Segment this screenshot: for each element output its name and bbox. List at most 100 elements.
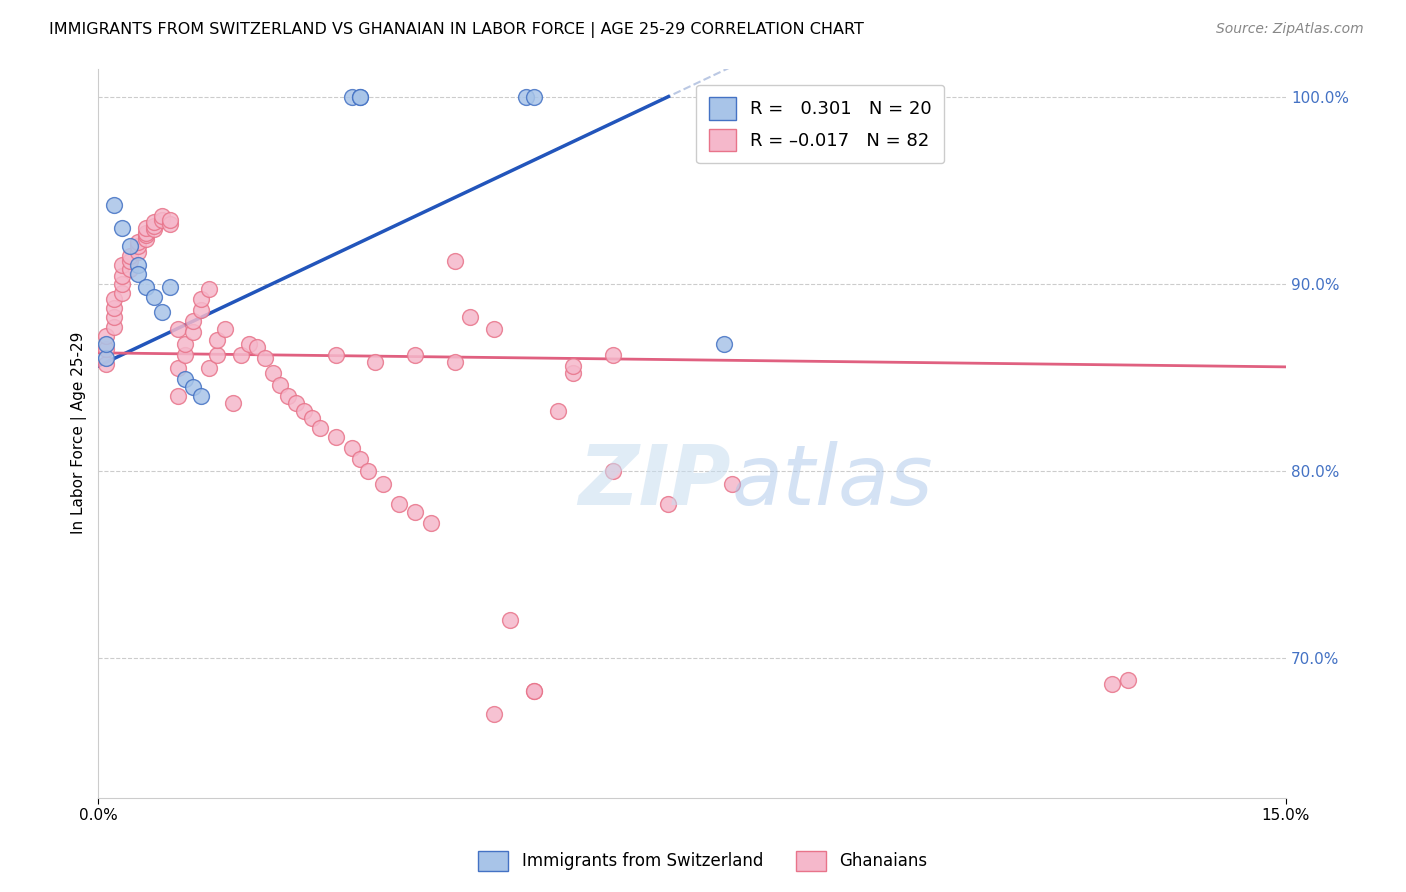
Point (356, 464, 378, 478)
Point (142, 290, 165, 304)
Point (301, 411, 323, 425)
Point (150, 213, 173, 227)
Point (309, 420, 332, 434)
Point (515, 89, 537, 103)
Point (419, 516, 441, 530)
Point (111, 285, 134, 300)
Point (484, 321, 506, 335)
Point (364, 355, 387, 369)
Point (277, 389, 299, 403)
Point (111, 269, 134, 284)
Point (174, 348, 197, 362)
Point (657, 497, 679, 511)
Point (562, 367, 585, 381)
Point (150, 209, 173, 223)
Point (484, 706, 506, 721)
Point (159, 217, 181, 231)
Point (135, 280, 157, 294)
Point (166, 360, 188, 375)
Point (190, 292, 212, 306)
Y-axis label: In Labor Force | Age 25-29: In Labor Force | Age 25-29 (72, 332, 87, 534)
Point (118, 261, 141, 276)
Point (214, 321, 236, 335)
Point (111, 258, 134, 272)
Point (222, 396, 245, 410)
Point (523, 684, 546, 698)
Point (135, 227, 157, 242)
Point (443, 254, 465, 268)
Point (103, 198, 125, 212)
Point (96, 336, 118, 351)
Point (135, 220, 157, 235)
Point (499, 613, 522, 627)
Point (1116, 673, 1139, 688)
Point (183, 379, 205, 393)
Point (198, 282, 221, 296)
Point (118, 249, 141, 263)
Point (127, 258, 149, 272)
Point (96, 351, 118, 366)
Legend: R =   0.301   N = 20, R = –0.017   N = 82: R = 0.301 N = 20, R = –0.017 N = 82 (696, 85, 945, 163)
Point (547, 404, 569, 418)
Point (142, 222, 165, 236)
Point (205, 333, 228, 347)
Point (262, 367, 284, 381)
Point (135, 226, 157, 240)
Point (460, 310, 482, 325)
Point (127, 239, 149, 253)
Point (523, 89, 546, 103)
Point (269, 377, 291, 392)
Point (127, 235, 149, 250)
Point (135, 232, 157, 246)
Point (373, 476, 395, 491)
Text: IMMIGRANTS FROM SWITZERLAND VS GHANAIAN IN LABOR FORCE | AGE 25-29 CORRELATION C: IMMIGRANTS FROM SWITZERLAND VS GHANAIAN … (49, 22, 865, 38)
Point (388, 497, 411, 511)
Point (166, 321, 188, 335)
Point (127, 267, 149, 281)
Point (190, 302, 212, 317)
Point (166, 389, 188, 403)
Point (325, 348, 347, 362)
Text: atlas: atlas (731, 442, 932, 522)
Point (118, 239, 141, 253)
Point (96, 342, 118, 356)
Point (602, 348, 624, 362)
Point (602, 464, 624, 478)
Point (340, 442, 363, 456)
Point (174, 336, 197, 351)
Point (103, 292, 125, 306)
Point (150, 304, 173, 318)
Point (190, 389, 212, 403)
Point (103, 301, 125, 315)
Point (720, 476, 742, 491)
Point (443, 355, 465, 369)
Point (183, 314, 205, 328)
Point (1101, 677, 1123, 691)
Point (229, 348, 252, 362)
Point (159, 213, 181, 227)
Point (96, 357, 118, 371)
Point (325, 430, 347, 444)
Point (111, 220, 134, 235)
Point (183, 326, 205, 340)
Point (349, 89, 371, 103)
Point (142, 219, 165, 233)
Point (349, 89, 371, 103)
Point (103, 310, 125, 325)
Point (96, 329, 118, 343)
Point (246, 340, 269, 354)
Point (118, 254, 141, 268)
Legend: Immigrants from Switzerland, Ghanaians: Immigrants from Switzerland, Ghanaians (470, 842, 936, 880)
Text: ZIP: ZIP (578, 442, 731, 522)
Point (349, 452, 371, 467)
Text: Source: ZipAtlas.com: Source: ZipAtlas.com (1216, 22, 1364, 37)
Point (205, 348, 228, 362)
Point (253, 351, 276, 366)
Point (562, 359, 585, 373)
Point (523, 684, 546, 698)
Point (404, 348, 426, 362)
Point (713, 336, 735, 351)
Point (127, 244, 149, 259)
Point (103, 319, 125, 334)
Point (142, 215, 165, 229)
